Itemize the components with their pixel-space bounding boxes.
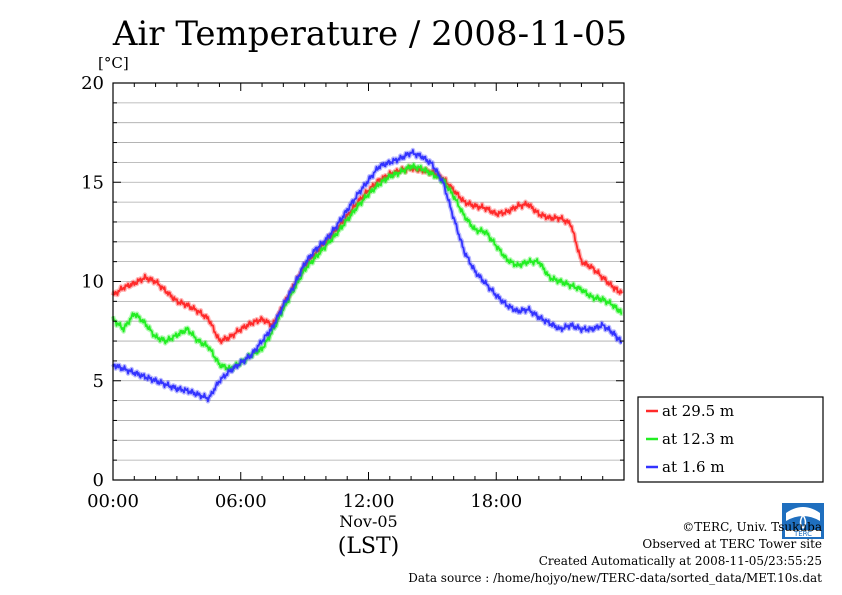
axis-ticks <box>112 82 625 481</box>
series-line <box>112 165 623 344</box>
y-tick-label: 10 <box>81 272 104 293</box>
axis-labels: 00:00 06:00 12:00 18:00 0 5 10 15 20 Nov-05 (LST) <box>81 73 522 559</box>
y-tick-label: 5 <box>93 371 104 392</box>
x-tick-label: 06:00 <box>215 491 267 512</box>
copyright-text: ©TERC, Univ. Tsukuba <box>682 520 822 534</box>
legend: at 29.5 m at 12.3 m at 1.6 m <box>637 396 824 483</box>
source-text: Data source : /home/hojyo/new/TERC-data/… <box>408 571 822 585</box>
series-lines <box>110 147 625 404</box>
chart-title: Air Temperature / 2008-11-05 <box>112 14 628 54</box>
credits-block: ©TERC, Univ. Tsukuba Observed at TERC To… <box>408 519 822 587</box>
x-tick-label: 00:00 <box>87 491 139 512</box>
created-text: Created Automatically at 2008-11-05/23:5… <box>538 554 822 568</box>
y-tick-label: 15 <box>81 172 104 193</box>
legend-label: at 12.3 m <box>662 430 734 448</box>
y-tick-label: 20 <box>81 73 104 94</box>
legend-label: at 29.5 m <box>662 402 734 420</box>
x-tick-label: 12:00 <box>343 491 395 512</box>
x-axis-timezone: (LST) <box>338 534 400 559</box>
terc-logo-icon: TERC <box>782 503 824 539</box>
series-line <box>112 149 623 403</box>
y-axis-unit: [°C] <box>98 54 129 72</box>
x-axis-date: Nov-05 <box>339 512 397 531</box>
x-tick-label: 18:00 <box>470 491 522 512</box>
legend-label: at 1.6 m <box>662 458 725 476</box>
site-text: Observed at TERC Tower site <box>642 537 822 551</box>
legend-box <box>637 396 824 483</box>
svg-text:TERC: TERC <box>793 530 812 538</box>
series-line <box>112 163 623 372</box>
grid-lines <box>113 102 624 461</box>
y-tick-label: 0 <box>93 470 104 491</box>
